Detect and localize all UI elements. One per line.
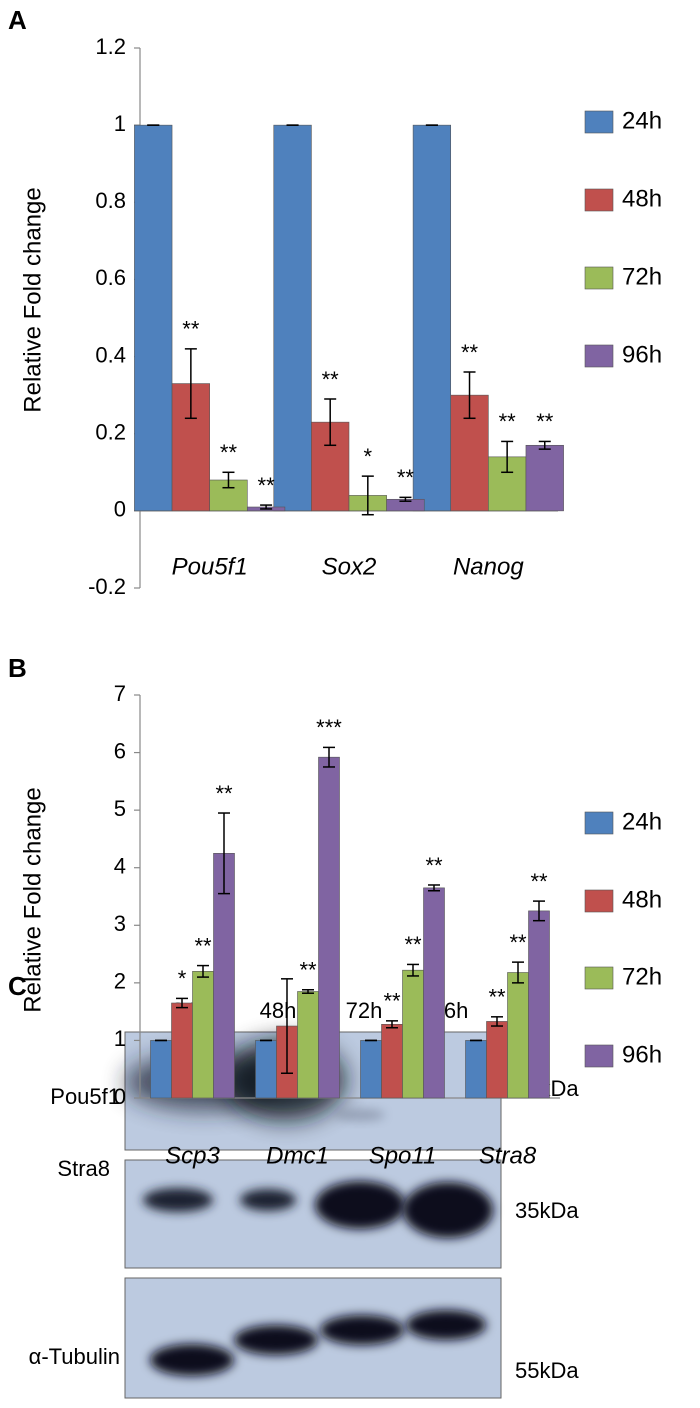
bar (150, 1040, 172, 1099)
x-tick-label: Spo11 (369, 1142, 437, 1169)
significance: ** (258, 473, 276, 498)
row-label: Stra8 (57, 1156, 110, 1181)
panel-label: C (8, 971, 27, 1001)
legend-swatch (584, 344, 614, 368)
x-tick-label: Sox2 (322, 553, 377, 580)
significance: ** (194, 933, 212, 958)
bar (360, 1040, 382, 1099)
y-tick-label: 0 (114, 1084, 126, 1109)
significance: *** (316, 715, 342, 740)
bar (381, 1024, 403, 1099)
y-tick-label: 0.2 (95, 420, 126, 445)
bar (402, 969, 424, 1099)
significance: ** (322, 367, 340, 392)
y-tick-label: -0.2 (88, 574, 126, 599)
significance: ** (220, 440, 238, 465)
legend-label: 72h (622, 963, 662, 990)
significance: ** (425, 853, 443, 878)
legend-label: 24h (622, 808, 662, 835)
bar (255, 1040, 277, 1099)
significance: * (364, 444, 373, 469)
y-axis-label: Relative Fold change (19, 187, 46, 412)
row-label: Pou5f1 (50, 1084, 120, 1109)
significance: ** (404, 932, 422, 957)
legend-label: 48h (622, 185, 662, 212)
y-tick-label: 7 (114, 681, 126, 706)
significance: ** (299, 958, 317, 983)
y-tick-label: 0.6 (95, 265, 126, 290)
y-tick-label: 0.4 (95, 342, 126, 367)
y-tick-label: 6 (114, 738, 126, 763)
bar (507, 972, 529, 1099)
band (240, 1189, 296, 1211)
panel-label: B (8, 653, 27, 683)
band (406, 1310, 486, 1340)
y-tick-label: 0.8 (95, 188, 126, 213)
x-tick-label: Scp3 (165, 1142, 220, 1169)
lane-label: 72h (346, 998, 383, 1023)
legend-swatch (584, 811, 614, 835)
band (335, 1109, 385, 1121)
legend-swatch (584, 1044, 614, 1068)
legend-swatch (584, 266, 614, 290)
y-tick-label: 1 (114, 111, 126, 136)
band (234, 1325, 318, 1355)
significance: ** (530, 869, 548, 894)
legend-swatch (584, 889, 614, 913)
legend-label: 96h (622, 1041, 662, 1068)
band (150, 1344, 234, 1376)
y-axis-label: Relative Fold change (19, 787, 46, 1012)
significance: ** (509, 930, 527, 955)
significance: ** (383, 989, 401, 1014)
bar (465, 1040, 487, 1099)
y-tick-label: 1 (114, 1026, 126, 1051)
bar (423, 887, 445, 1099)
bar (318, 756, 340, 1099)
legend-swatch (584, 966, 614, 990)
y-tick-label: 3 (114, 911, 126, 936)
significance: ** (499, 409, 517, 434)
bar (297, 991, 319, 1099)
bar (525, 444, 564, 512)
bar (192, 971, 214, 1099)
significance: ** (536, 409, 554, 434)
bar (273, 124, 312, 512)
band (320, 1315, 404, 1345)
size-label: 55kDa (515, 1358, 579, 1383)
significance: ** (182, 317, 200, 342)
size-label: 35kDa (515, 1198, 579, 1223)
legend-label: 96h (622, 341, 662, 368)
y-tick-label: 4 (114, 854, 126, 879)
x-tick-label: Dmc1 (266, 1142, 329, 1169)
legend-label: 48h (622, 886, 662, 913)
x-tick-label: Stra8 (479, 1142, 537, 1169)
lane-label: 48h (260, 998, 297, 1023)
x-tick-label: Pou5f1 (172, 553, 248, 580)
bar (134, 124, 173, 512)
band (315, 1181, 405, 1229)
legend-label: 72h (622, 263, 662, 290)
legend-swatch (584, 188, 614, 212)
y-tick-label: 5 (114, 796, 126, 821)
bar (528, 910, 550, 1099)
panel-label: A (8, 5, 27, 35)
bar (412, 124, 452, 512)
band (403, 1182, 493, 1238)
significance: ** (488, 985, 506, 1010)
x-tick-label: Nanog (453, 553, 524, 580)
bar (486, 1021, 508, 1099)
significance: ** (397, 465, 415, 490)
significance: ** (461, 340, 479, 365)
legend-label: 24h (622, 107, 662, 134)
bar (171, 1002, 193, 1099)
band (143, 1188, 213, 1212)
significance: ** (215, 781, 233, 806)
y-tick-label: 0 (114, 497, 126, 522)
legend-swatch (584, 110, 614, 134)
y-tick-label: 2 (114, 969, 126, 994)
row-label: α-Tubulin (29, 1344, 120, 1369)
y-tick-label: 1.2 (95, 34, 126, 59)
significance: * (178, 966, 187, 991)
